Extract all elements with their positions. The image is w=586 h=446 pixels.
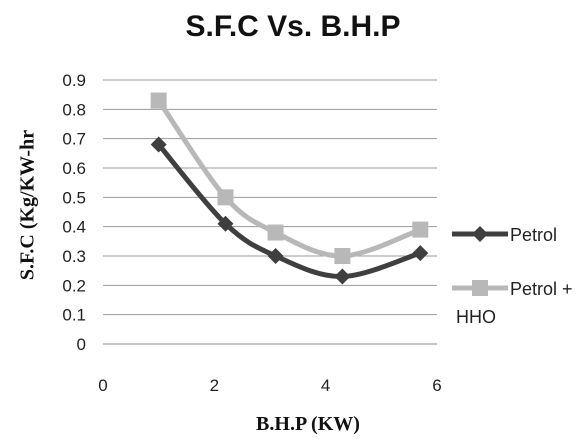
y-tick-label: 0.8 — [62, 100, 86, 119]
chart-title: S.F.C Vs. B.H.P — [185, 10, 401, 43]
legend-marker — [472, 226, 488, 242]
legend-label: HHO — [456, 307, 496, 327]
data-point — [267, 248, 284, 264]
series-line-2 — [156, 99, 422, 259]
data-point — [150, 136, 167, 153]
legend-label: Petrol — [510, 225, 557, 245]
x-tick-label: 0 — [98, 376, 107, 395]
y-tick-label: 0.4 — [62, 218, 86, 237]
x-tick-label: 4 — [321, 376, 330, 395]
y-tick-label: 0 — [77, 335, 86, 354]
data-point — [217, 215, 234, 232]
data-point — [267, 224, 284, 241]
data-point — [412, 245, 429, 262]
data-point — [334, 268, 351, 285]
y-tick-label: 0.9 — [62, 71, 86, 90]
y-tick-label: 0.6 — [62, 159, 86, 178]
y-tick-label: 0.3 — [62, 247, 86, 266]
y-tick-label: 0.5 — [62, 188, 86, 207]
data-point — [217, 189, 234, 206]
y-tick-label: 0.2 — [62, 276, 86, 295]
data-point — [334, 248, 351, 264]
data-point — [412, 221, 429, 238]
x-axis-label: B.H.P (KW) — [256, 413, 360, 435]
y-tick-label: 0.1 — [62, 306, 86, 325]
x-tick-label: 2 — [210, 376, 219, 395]
legend-label: Petrol + — [510, 279, 573, 299]
legend-marker — [472, 280, 488, 296]
y-tick-label: 0.7 — [62, 130, 86, 149]
data-point — [150, 92, 167, 109]
x-tick-label: 6 — [432, 376, 441, 395]
